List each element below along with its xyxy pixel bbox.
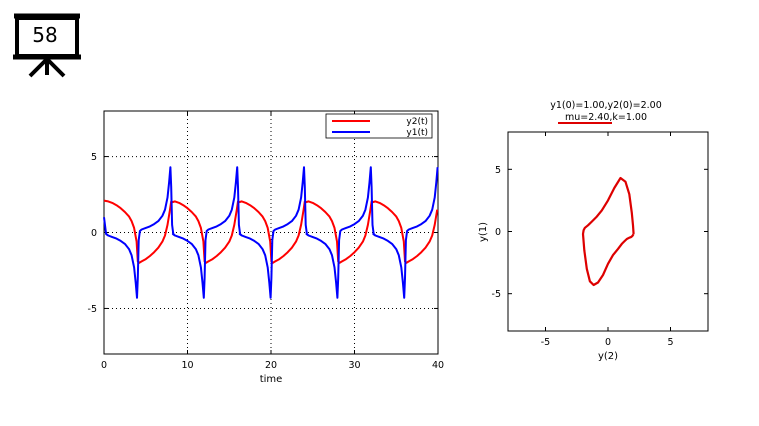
plot1-xlabel: time <box>260 374 283 385</box>
x-tick-label: 40 <box>432 360 444 371</box>
legend-label-y1: y1(t) <box>406 128 428 138</box>
legend-box <box>325 113 433 139</box>
x-tick-label: -5 <box>541 337 550 348</box>
x-tick-label: 5 <box>667 337 673 348</box>
slide-number: 58 <box>32 23 58 47</box>
phase-trajectory-line <box>581 176 635 287</box>
y-tick-label: 5 <box>495 165 501 176</box>
x-tick-label: 20 <box>265 360 277 371</box>
y-tick-label: -5 <box>492 289 501 300</box>
x-tick-label: 0 <box>101 360 107 371</box>
x-tick-label: 10 <box>181 360 193 371</box>
phase-portrait-chart: y1(0)=1.00,y2(0)=2.00 mu=2.40,k=1.00 -5 0… <box>478 100 709 362</box>
plot2-ylabel: y(1) <box>478 222 489 242</box>
plot2-frame <box>507 131 709 332</box>
y-tick-label: -5 <box>88 304 97 315</box>
time-series-chart: 0 10 20 30 40 -5 0 5 time y2(t) y1(t) <box>88 110 444 385</box>
x-tick-label: 0 <box>605 337 611 348</box>
plot2-title: y1(0)=1.00,y2(0)=2.00 <box>550 100 662 111</box>
plot2-xlabel: y(2) <box>598 351 618 362</box>
series-line-y1t <box>103 166 439 299</box>
x-tick-label: 30 <box>348 360 360 371</box>
legend-label-y2: y2(t) <box>406 117 428 127</box>
y-tick-label: 0 <box>91 228 97 239</box>
projector-screen-icon <box>13 13 81 78</box>
y-tick-label: 0 <box>495 227 501 238</box>
y-tick-label: 5 <box>91 152 97 163</box>
plot2-subtitle: mu=2.40,k=1.00 <box>565 112 647 123</box>
legend: y2(t) y1(t) <box>325 113 433 139</box>
